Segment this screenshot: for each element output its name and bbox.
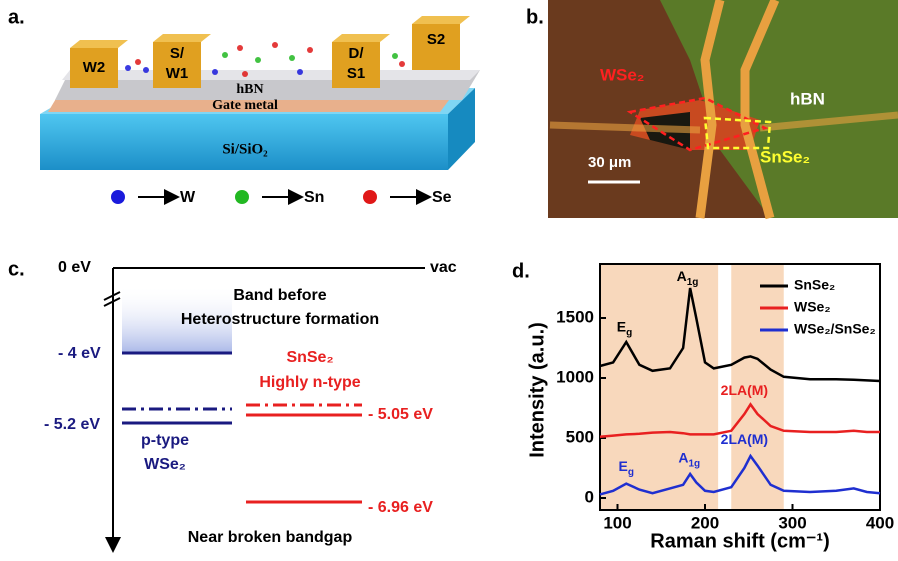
contact-label: S1 bbox=[347, 65, 365, 82]
legend-label: SnSe₂ bbox=[794, 277, 835, 293]
layer-label: hBN bbox=[236, 82, 263, 97]
micrograph bbox=[548, 0, 898, 218]
y-tick-label: 0 bbox=[585, 487, 594, 506]
type-label: SnSe₂ bbox=[286, 349, 333, 366]
x-tick-label: 300 bbox=[778, 513, 806, 532]
y-tick-label: 1500 bbox=[556, 307, 594, 326]
layer-label: Si/SiO₂ bbox=[222, 141, 268, 157]
figure: a. W2 S/ W1 D/ S1 S2 hBN Gate metal Si/S… bbox=[0, 0, 898, 556]
type-label: Highly n-type bbox=[259, 374, 360, 391]
contact-label: S/ bbox=[170, 45, 185, 62]
x-tick-label: 200 bbox=[691, 513, 719, 532]
material-label: WSe₂ bbox=[600, 65, 644, 84]
diagram-title: Heterostructure formation bbox=[181, 311, 379, 328]
y-tick-label: 500 bbox=[566, 427, 594, 446]
x-tick-label: 100 bbox=[603, 513, 631, 532]
contact-label: W1 bbox=[166, 65, 189, 82]
page: a. W2 S/ W1 D/ S1 S2 hBN Gate metal Si/S… bbox=[0, 0, 898, 556]
x-axis-label: Raman shift (cm⁻¹) bbox=[650, 530, 829, 552]
legend-label: Se bbox=[432, 189, 452, 206]
scale-label: 30 μm bbox=[588, 154, 631, 171]
material-label: hBN bbox=[790, 89, 825, 108]
peak-annotation: 2LA(M) bbox=[721, 382, 768, 398]
y-axis-label: Intensity (a.u.) bbox=[526, 322, 548, 458]
contact-label: D/ bbox=[349, 45, 365, 62]
legend-label: W bbox=[180, 189, 196, 206]
type-label: p-type bbox=[141, 432, 189, 449]
energy-label: 0 eV bbox=[58, 259, 91, 276]
diagram-title: Band before bbox=[233, 287, 326, 304]
y-tick-label: 1000 bbox=[556, 367, 594, 386]
energy-label: - 6.96 eV bbox=[368, 499, 433, 516]
legend-label: WSe₂/SnSe₂ bbox=[794, 321, 876, 337]
energy-label: vac bbox=[430, 259, 457, 276]
legend-atom bbox=[235, 190, 249, 204]
contact-label: W2 bbox=[83, 59, 106, 76]
panel-label: a. bbox=[8, 6, 25, 28]
type-label: WSe₂ bbox=[144, 456, 186, 473]
energy-label: - 5.2 eV bbox=[44, 416, 100, 433]
x-tick-label: 400 bbox=[866, 513, 894, 532]
legend-atom bbox=[111, 190, 125, 204]
legend-label: Sn bbox=[304, 189, 324, 206]
legend-label: WSe₂ bbox=[794, 299, 831, 315]
peak-annotation: 2LA(M) bbox=[721, 431, 768, 447]
material-label: SnSe₂ bbox=[760, 147, 810, 166]
diagram-footer: Near broken bandgap bbox=[188, 529, 353, 546]
panel-label: d. bbox=[512, 260, 530, 282]
energy-label: - 5.05 eV bbox=[368, 406, 433, 423]
panel-label: c. bbox=[8, 258, 25, 280]
contact-label: S2 bbox=[427, 31, 445, 48]
energy-label: - 4 eV bbox=[58, 345, 101, 362]
panel-label: b. bbox=[526, 6, 544, 28]
legend-atom bbox=[363, 190, 377, 204]
layer-label: Gate metal bbox=[212, 98, 278, 113]
